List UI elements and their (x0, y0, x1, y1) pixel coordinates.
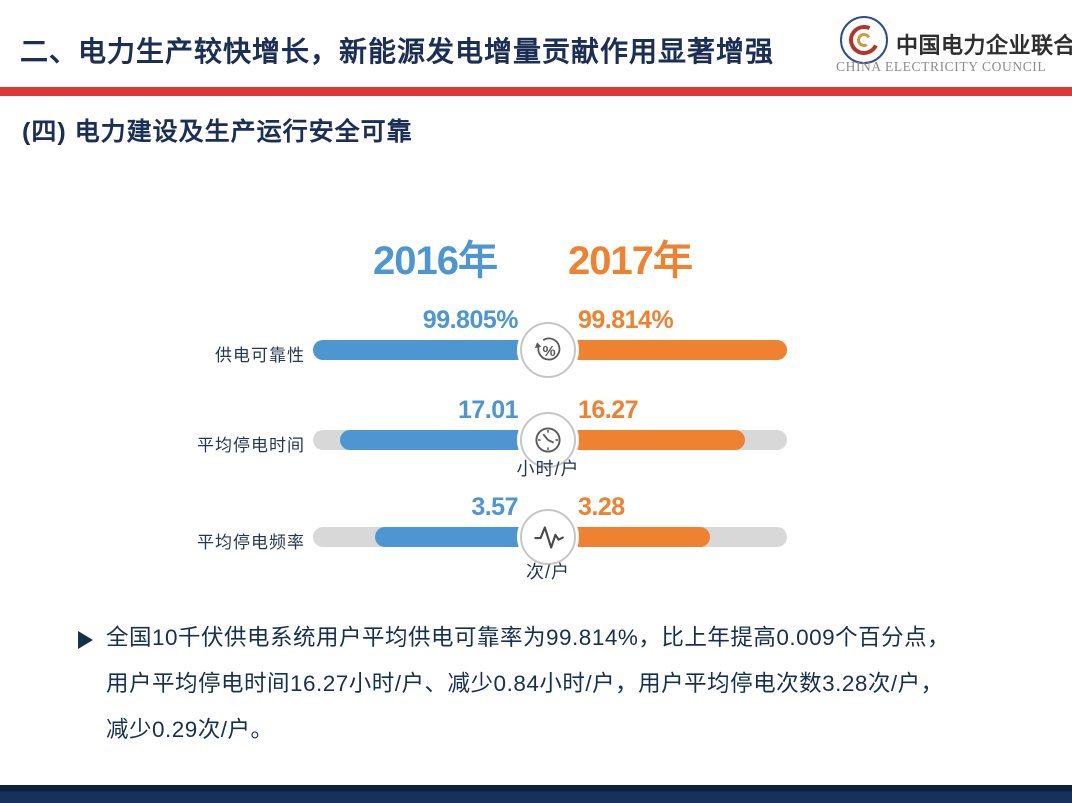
cec-logo-icon (840, 16, 888, 64)
bar-2016-outage-freq (375, 527, 553, 547)
header-divider (0, 87, 1072, 96)
slide-title: 二、电力生产较快增长，新能源发电增量贡献作用显著增强 (20, 36, 775, 67)
value-2016-outage-freq: 3.57 (471, 493, 518, 521)
value-2017-outage-freq: 3.28 (578, 493, 625, 521)
bar-2017-outage-freq (543, 527, 710, 547)
svg-text:%: % (542, 344, 555, 360)
org-name-chinese: 中国电力企业联合会 (896, 33, 1072, 58)
bar-2017-outage-hours (543, 430, 745, 450)
summary-line-1: 全国10千伏供电系统用户平均供电可靠率为99.814%，比上年提高0.009个百… (106, 625, 951, 650)
category-label-outage-freq: 平均停电频率 (197, 533, 305, 552)
summary-paragraph: 全国10千伏供电系统用户平均供电可靠率为99.814%，比上年提高0.009个百… (106, 615, 996, 753)
value-2017-reliability: 99.814% (578, 306, 674, 334)
value-2016-outage-hours: 17.01 (457, 396, 519, 424)
unit-label-times: 次/户 (525, 562, 570, 582)
percent-cycle-icon: % (520, 322, 576, 378)
clock-icon (520, 412, 576, 468)
bar-2017-reliability (543, 340, 787, 360)
org-name-english: CHINA ELECTRICITY COUNCIL (836, 59, 1047, 74)
unit-label-hours: 小时/户 (516, 459, 580, 479)
pulse-icon (520, 509, 576, 565)
legend-2017: 2017年 (568, 239, 693, 283)
bar-2016-outage-hours (340, 430, 553, 450)
summary-line-3: 减少0.29次/户。 (106, 717, 274, 742)
bar-2016-reliability (313, 340, 553, 360)
value-2017-outage-hours: 16.27 (578, 396, 639, 424)
footer-bar (0, 785, 1072, 803)
bullet-arrow-icon (78, 631, 93, 649)
section-title: (四) 电力建设及生产运行安全可靠 (22, 118, 413, 146)
legend-2016: 2016年 (373, 239, 498, 283)
category-label-reliability: 供电可靠性 (215, 346, 305, 365)
summary-line-2: 用户平均停电时间16.27小时/户、减少0.84小时/户，用户平均停电次数3.2… (106, 671, 944, 696)
category-label-outage-hours: 平均停电时间 (197, 436, 305, 455)
value-2016-reliability: 99.805% (422, 306, 519, 334)
